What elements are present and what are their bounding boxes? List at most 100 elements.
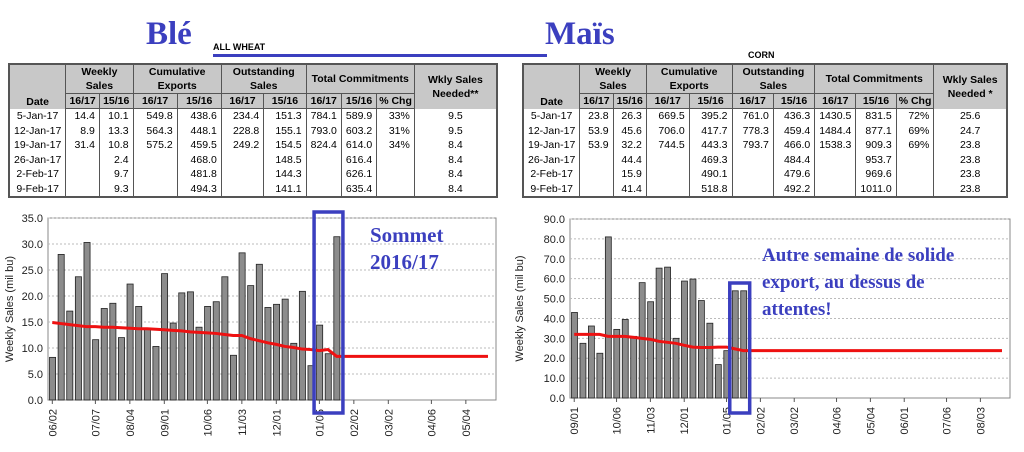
- value-cell: 793.0: [305, 123, 342, 138]
- value-cell: 778.3: [731, 123, 774, 138]
- value-cell: 669.5: [645, 108, 690, 124]
- date-column-header: Date: [8, 64, 66, 109]
- value-cell: 744.5: [645, 138, 690, 153]
- x-tick-label: 06/01: [899, 407, 911, 435]
- bar: [247, 285, 255, 401]
- value-cell: 8.9: [65, 123, 100, 138]
- value-cell: 1484.4: [814, 123, 856, 138]
- value-cell: 9.5: [413, 123, 497, 138]
- bar: [290, 342, 298, 401]
- bar: [588, 325, 595, 399]
- value-cell: [376, 181, 415, 197]
- value-cell: 44.4: [612, 152, 647, 167]
- value-cell: 784.1: [305, 108, 342, 124]
- table-row: 5-Jan-17 14.4 10.1 549.8 438.6 234.4 151.3 784.…: [8, 108, 497, 124]
- value-cell: 1011.0: [855, 181, 897, 197]
- value-cell: 53.9: [579, 123, 614, 138]
- value-cell: [731, 152, 774, 167]
- value-cell: 466.0: [772, 138, 815, 153]
- value-cell: [814, 152, 856, 167]
- bar: [273, 303, 281, 401]
- bar: [281, 298, 289, 401]
- value-cell: 31.4: [65, 138, 100, 153]
- value-cell: 436.3: [772, 108, 815, 124]
- bar: [126, 283, 134, 401]
- value-cell: 1430.5: [814, 108, 856, 124]
- bar: [92, 339, 100, 401]
- value-cell: 154.5: [263, 138, 307, 153]
- column-header: 16/17: [645, 93, 690, 109]
- y-tick-label: 20.0: [22, 291, 43, 303]
- x-tick-label: 09/01: [569, 407, 581, 435]
- value-cell: [305, 152, 342, 167]
- column-header: 16/17: [220, 93, 264, 109]
- value-cell: 459.5: [176, 138, 222, 153]
- value-cell: 249.2: [220, 138, 264, 153]
- wheat-annotation: Sommet 2016/17: [370, 223, 444, 274]
- x-tick-label: 05/04: [865, 407, 877, 435]
- x-tick-label: 02/02: [349, 409, 361, 437]
- bar: [221, 276, 229, 401]
- value-cell: 8.4: [413, 138, 497, 153]
- value-cell: [579, 167, 614, 182]
- bar: [143, 328, 151, 401]
- divider: [213, 54, 547, 57]
- value-cell: [579, 181, 614, 197]
- value-cell: 953.7: [855, 152, 897, 167]
- value-cell: 395.2: [688, 108, 732, 124]
- value-cell: [305, 167, 342, 182]
- value-cell: 793.7: [731, 138, 774, 153]
- value-cell: 144.3: [263, 167, 307, 182]
- wheat-subheading: ALL WHEAT: [213, 42, 266, 52]
- value-cell: [132, 152, 178, 167]
- value-cell: 26.3: [612, 108, 647, 124]
- value-cell: [731, 181, 774, 197]
- table-row: 19-Jan-17 31.4 10.8 575.2 459.5 249.2 154.5 824…: [8, 138, 497, 153]
- x-tick-label: 04/06: [832, 407, 844, 435]
- value-cell: 438.6: [176, 108, 222, 124]
- column-header: % Chg: [376, 93, 415, 109]
- value-cell: 831.5: [855, 108, 897, 124]
- value-cell: 24.7: [933, 123, 1007, 138]
- value-cell: 448.1: [176, 123, 222, 138]
- value-cell: [731, 167, 774, 182]
- y-tick-label: 70.0: [544, 254, 565, 266]
- value-cell: 8.4: [413, 167, 497, 182]
- value-cell: 443.3: [688, 138, 732, 153]
- bar: [731, 290, 739, 399]
- column-group-header: Outstanding Sales: [731, 64, 815, 94]
- bar: [647, 301, 655, 399]
- value-cell: 45.6: [612, 123, 647, 138]
- value-cell: 23.8: [933, 181, 1007, 197]
- value-cell: 148.5: [263, 152, 307, 167]
- value-cell: 151.3: [263, 108, 307, 124]
- table-row: 12-Jan-17 53.9 45.6 706.0 417.7 778.3 459.4 148…: [522, 123, 1007, 138]
- bar: [333, 236, 341, 401]
- column-header: 16/17: [65, 93, 100, 109]
- bar: [255, 263, 263, 401]
- column-group-header: Outstanding Sales: [220, 64, 307, 94]
- bar: [613, 328, 621, 399]
- value-cell: 32.2: [612, 138, 647, 153]
- date-cell: 26-Jan-17: [8, 152, 66, 167]
- y-tick-label: 0.0: [550, 393, 565, 405]
- x-tick-label: 04/06: [426, 409, 438, 437]
- column-group-header: Weekly Sales: [65, 64, 134, 94]
- bar: [672, 337, 680, 399]
- column-group-header: Total Commitments: [305, 64, 415, 94]
- bar: [681, 280, 688, 399]
- value-cell: 603.2: [340, 123, 377, 138]
- value-cell: [305, 181, 342, 197]
- column-header: 16/17: [731, 93, 774, 109]
- bar: [316, 324, 324, 401]
- date-cell: 12-Jan-17: [522, 123, 580, 138]
- highlight-box: [312, 210, 345, 415]
- bar: [714, 364, 722, 399]
- value-cell: 549.8: [132, 108, 178, 124]
- table-row: 12-Jan-17 8.9 13.3 564.3 448.1 228.8 155.1 793.…: [8, 123, 497, 138]
- bar: [57, 254, 65, 401]
- wheat-sales-table: Date Weekly Sales Cumulative Exports Outsta…: [8, 63, 498, 198]
- value-cell: 14.4: [65, 108, 100, 124]
- value-cell: 9.3: [98, 181, 134, 197]
- value-cell: 72%: [895, 108, 934, 124]
